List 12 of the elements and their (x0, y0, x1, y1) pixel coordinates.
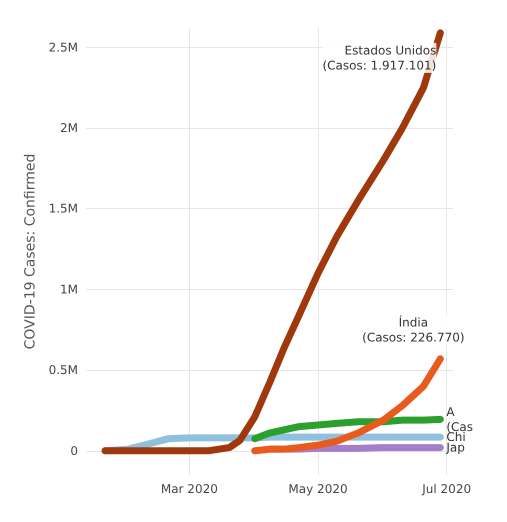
y-tick-label: 2M (60, 121, 78, 136)
y-tick-label: 2.5M (48, 40, 78, 54)
x-tick-label: Mar 2020 (160, 482, 218, 496)
y-tick-label: 1.5M (48, 202, 78, 216)
x-tick-label: May 2020 (288, 482, 348, 496)
y-tick-label: 0 (70, 444, 78, 458)
y-tick-label: 1M (60, 282, 78, 296)
series-label: Estados Unidos (Casos: 1.917.101) (322, 43, 436, 72)
text: Índia (Casos: 226.770) (362, 314, 465, 344)
y-axis-title: COVID-19 Cases: Confirmed (22, 154, 39, 350)
y-tick-label: 0.5M (48, 363, 78, 378)
x-tick-label: Jul 2020 (421, 482, 472, 496)
